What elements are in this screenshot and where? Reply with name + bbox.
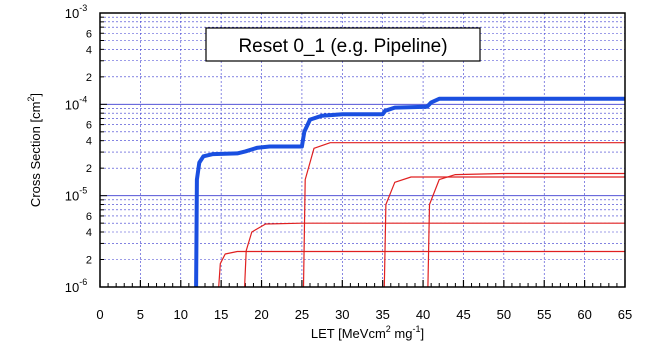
x-tick-label: 55 — [537, 307, 551, 322]
x-tick-label: 60 — [577, 307, 591, 322]
plot-frame — [99, 12, 626, 288]
series-component-line-5 — [427, 172, 625, 288]
data-series — [194, 96, 625, 288]
series-component-line-2 — [244, 222, 625, 288]
x-tick-label: 0 — [96, 307, 103, 322]
series-total-line — [194, 96, 625, 288]
x-tick-label: 50 — [497, 307, 511, 322]
y-minor-label: 4 — [86, 227, 92, 239]
svg-text:Cross Section [cm2]: Cross Section [cm2] — [26, 93, 43, 207]
y-minor-label: 6 — [86, 28, 92, 40]
y-decade-label: 10-6 — [65, 277, 87, 295]
y-decade-label: 10-4 — [65, 94, 87, 112]
x-tick-label: 10 — [174, 307, 188, 322]
y-minor-label: 2 — [86, 72, 92, 84]
series-component-line-1 — [218, 250, 625, 288]
x-tick-label: 40 — [416, 307, 430, 322]
y-minor-label: 2 — [86, 163, 92, 175]
y-minor-label: 6 — [86, 120, 92, 132]
x-tick-label: 65 — [618, 307, 632, 322]
chart-title: Reset 0_1 (e.g. Pipeline) — [238, 36, 447, 57]
x-tick-label: 5 — [137, 307, 144, 322]
series-component-line-4 — [383, 176, 625, 288]
y-minor-label: 6 — [86, 211, 92, 223]
x-tick-label: 35 — [375, 307, 389, 322]
chart-title-box: Reset 0_1 (e.g. Pipeline) — [205, 27, 481, 62]
x-axis-label: LET [MeVcm2 mg-1] — [311, 324, 424, 341]
y-minor-label: 2 — [86, 255, 92, 267]
y-axis-label: Cross Section [cm2] — [26, 93, 43, 207]
x-tick-label: 15 — [214, 307, 228, 322]
series-component-line-3 — [302, 142, 625, 288]
x-tick-label: 20 — [254, 307, 268, 322]
y-minor-label: 4 — [86, 136, 92, 148]
y-decade-label: 10-5 — [65, 186, 87, 204]
y-decade-label: 10-3 — [65, 3, 87, 21]
x-tick-label: 30 — [335, 307, 349, 322]
x-tick-label: 45 — [456, 307, 470, 322]
x-tick-label: 25 — [295, 307, 309, 322]
y-minor-label: 4 — [86, 44, 92, 56]
